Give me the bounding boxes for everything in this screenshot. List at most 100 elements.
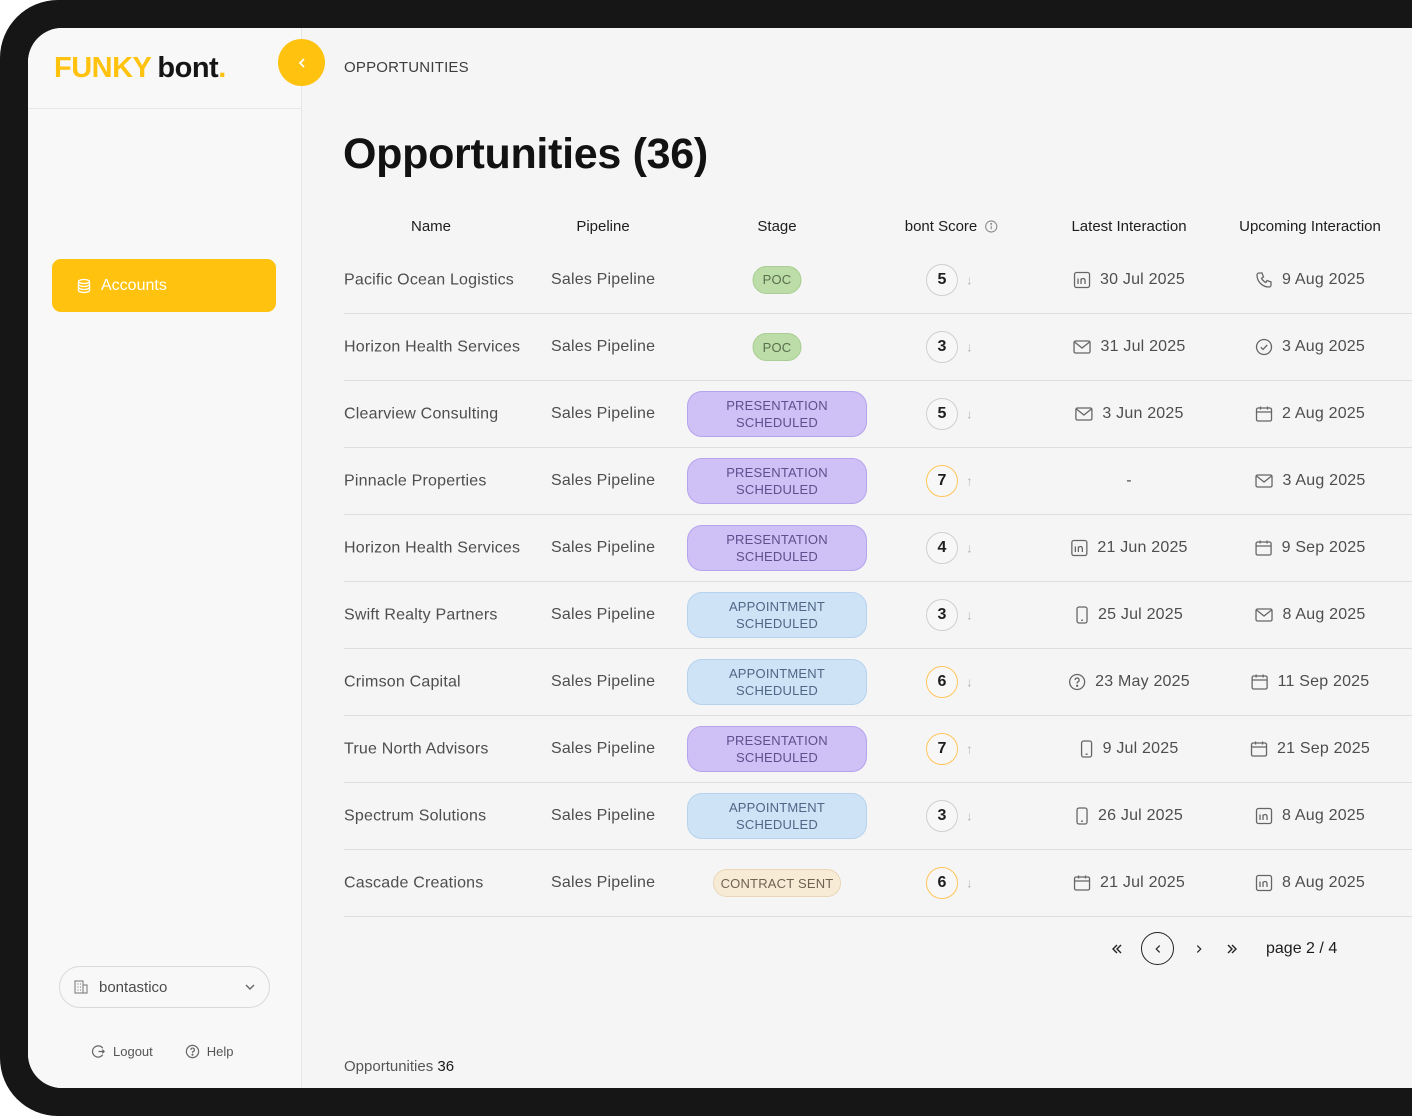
phone-icon	[1255, 271, 1273, 289]
stage-badge: APPOINTMENT SCHEDULED	[687, 592, 867, 638]
table-row[interactable]: Swift Realty Partners Sales Pipeline APP…	[344, 582, 1412, 649]
latest-interaction-date: -	[1126, 472, 1132, 489]
first-page-button[interactable]	[1100, 932, 1133, 965]
logout-label: Logout	[113, 1044, 153, 1059]
calendar-icon	[1255, 405, 1273, 423]
upcoming-interaction: 9 Sep 2025	[1255, 539, 1366, 557]
footer-label: Opportunities	[344, 1058, 434, 1075]
chevron-right-icon	[1196, 944, 1202, 953]
check-circle-icon	[1255, 338, 1273, 356]
sidebar: FUNKY bont. Accounts bontastico	[28, 28, 302, 1088]
pipeline-name: Sales Pipeline	[551, 740, 656, 757]
chevrons-left-icon	[1111, 944, 1121, 953]
info-icon[interactable]	[984, 220, 997, 233]
pagination: page 2 / 4	[1100, 932, 1337, 965]
table-row[interactable]: Pacific Ocean Logistics Sales Pipeline P…	[344, 246, 1412, 314]
linkedin-icon	[1073, 271, 1091, 289]
logout-link[interactable]: Logout	[91, 1044, 153, 1059]
score-badge: 5	[926, 263, 958, 296]
opportunity-name[interactable]: Horizon Health Services	[344, 338, 521, 356]
upcoming-interaction-date: 8 Aug 2025	[1282, 606, 1366, 623]
help-link[interactable]: Help	[185, 1044, 234, 1059]
latest-interaction-date: 30 Jul 2025	[1100, 270, 1185, 288]
workspace-select[interactable]: bontastico	[59, 966, 270, 1008]
database-icon	[77, 278, 91, 293]
opportunity-name[interactable]: Spectrum Solutions	[344, 807, 487, 825]
opportunity-name[interactable]: Horizon Health Services	[344, 539, 521, 557]
help-circle-icon	[185, 1044, 199, 1059]
chevron-left-icon	[298, 57, 305, 68]
table-row[interactable]: Horizon Health Services Sales Pipeline P…	[344, 515, 1412, 582]
upcoming-interaction-date: 11 Sep 2025	[1277, 673, 1370, 690]
latest-interaction: 23 May 2025	[1068, 673, 1190, 691]
calendar-icon	[1255, 539, 1273, 557]
latest-interaction: 21 Jun 2025	[1070, 539, 1187, 557]
upcoming-interaction-date: 9 Aug 2025	[1282, 270, 1365, 288]
table-row[interactable]: Crimson Capital Sales Pipeline APPOINTME…	[344, 649, 1412, 716]
opportunity-name[interactable]: Pinnacle Properties	[344, 472, 487, 490]
latest-interaction-date: 25 Jul 2025	[1098, 606, 1183, 623]
table-row[interactable]: Clearview Consulting Sales Pipeline PRES…	[344, 381, 1412, 448]
latest-interaction-date: 21 Jun 2025	[1097, 539, 1188, 556]
column-header-label: bont Score	[904, 218, 978, 235]
latest-interaction-date: 3 Jun 2025	[1102, 405, 1184, 422]
opportunity-name[interactable]: Clearview Consulting	[344, 405, 499, 423]
table-row[interactable]: Pinnacle Properties Sales Pipeline PRESE…	[344, 448, 1412, 515]
opportunity-name[interactable]: Swift Realty Partners	[344, 606, 498, 624]
stage-badge: APPOINTMENT SCHEDULED	[687, 659, 867, 705]
mail-icon	[1073, 339, 1092, 355]
brand-logo[interactable]: FUNKY bont.	[54, 52, 226, 85]
sidebar-item-label: Accounts	[101, 276, 167, 294]
opportunity-name[interactable]: Crimson Capital	[344, 673, 461, 691]
table-row[interactable]: Cascade Creations Sales Pipeline CONTRAC…	[344, 850, 1412, 917]
score-trend-icon: ↑	[966, 741, 973, 757]
upcoming-interaction: 21 Sep 2025	[1250, 740, 1370, 758]
page-separator: /	[1319, 939, 1324, 957]
next-page-button[interactable]	[1182, 932, 1215, 965]
score-trend-icon: ↓	[966, 540, 973, 556]
stage-badge: PRESENTATION SCHEDULED	[687, 458, 867, 504]
score-badge: 4	[926, 532, 958, 564]
collapse-sidebar-button[interactable]	[278, 39, 325, 86]
column-header-pipeline[interactable]: Pipeline	[576, 218, 629, 235]
latest-interaction-date: 21 Jul 2025	[1100, 874, 1185, 891]
column-header-label: Stage	[757, 218, 797, 235]
linkedin-icon	[1255, 874, 1273, 892]
table-row[interactable]: Spectrum Solutions Sales Pipeline APPOIN…	[344, 783, 1412, 850]
pipeline-name: Sales Pipeline	[551, 673, 656, 690]
pipeline-name: Sales Pipeline	[551, 405, 656, 422]
latest-interaction: 3 Jun 2025	[1074, 405, 1183, 423]
column-header-latest[interactable]: Latest Interaction	[1071, 218, 1186, 235]
score-trend-icon: ↓	[966, 339, 973, 355]
column-header-name[interactable]: Name	[411, 218, 451, 235]
pipeline-name: Sales Pipeline	[551, 472, 656, 489]
mail-icon	[1255, 607, 1274, 623]
score-trend-icon: ↓	[966, 674, 973, 690]
chevron-down-icon	[245, 984, 255, 990]
table-row[interactable]: Horizon Health Services Sales Pipeline P…	[344, 314, 1412, 381]
opportunity-name[interactable]: Pacific Ocean Logistics	[344, 271, 515, 288]
last-page-button[interactable]	[1215, 932, 1248, 965]
upcoming-interaction-date: 3 Aug 2025	[1282, 338, 1365, 355]
column-header-score[interactable]: bont Score	[905, 218, 998, 235]
score-trend-icon: ↓	[966, 875, 973, 891]
column-header-stage[interactable]: Stage	[757, 218, 796, 235]
mail-icon	[1074, 406, 1093, 422]
upcoming-interaction: 11 Sep 2025	[1251, 673, 1370, 691]
pipeline-name: Sales Pipeline	[551, 338, 656, 355]
mobile-icon	[1080, 740, 1094, 758]
building-icon	[74, 980, 88, 994]
column-header-upcoming[interactable]: Upcoming Interaction	[1239, 218, 1381, 235]
chevron-left-icon	[1154, 944, 1160, 953]
opportunity-name[interactable]: True North Advisors	[344, 740, 489, 758]
previous-page-button[interactable]	[1141, 932, 1174, 965]
column-header-label: Name	[410, 218, 452, 235]
score-badge: 6	[926, 666, 958, 698]
chevrons-right-icon	[1227, 944, 1237, 953]
opportunity-name[interactable]: Cascade Creations	[344, 874, 484, 892]
table-row[interactable]: True North Advisors Sales Pipeline PRESE…	[344, 716, 1412, 783]
calendar-icon	[1251, 673, 1269, 691]
latest-interaction: 31 Jul 2025	[1073, 338, 1186, 356]
brand-logo-part1: FUNKY	[54, 52, 152, 84]
sidebar-item-accounts[interactable]: Accounts	[52, 259, 276, 312]
